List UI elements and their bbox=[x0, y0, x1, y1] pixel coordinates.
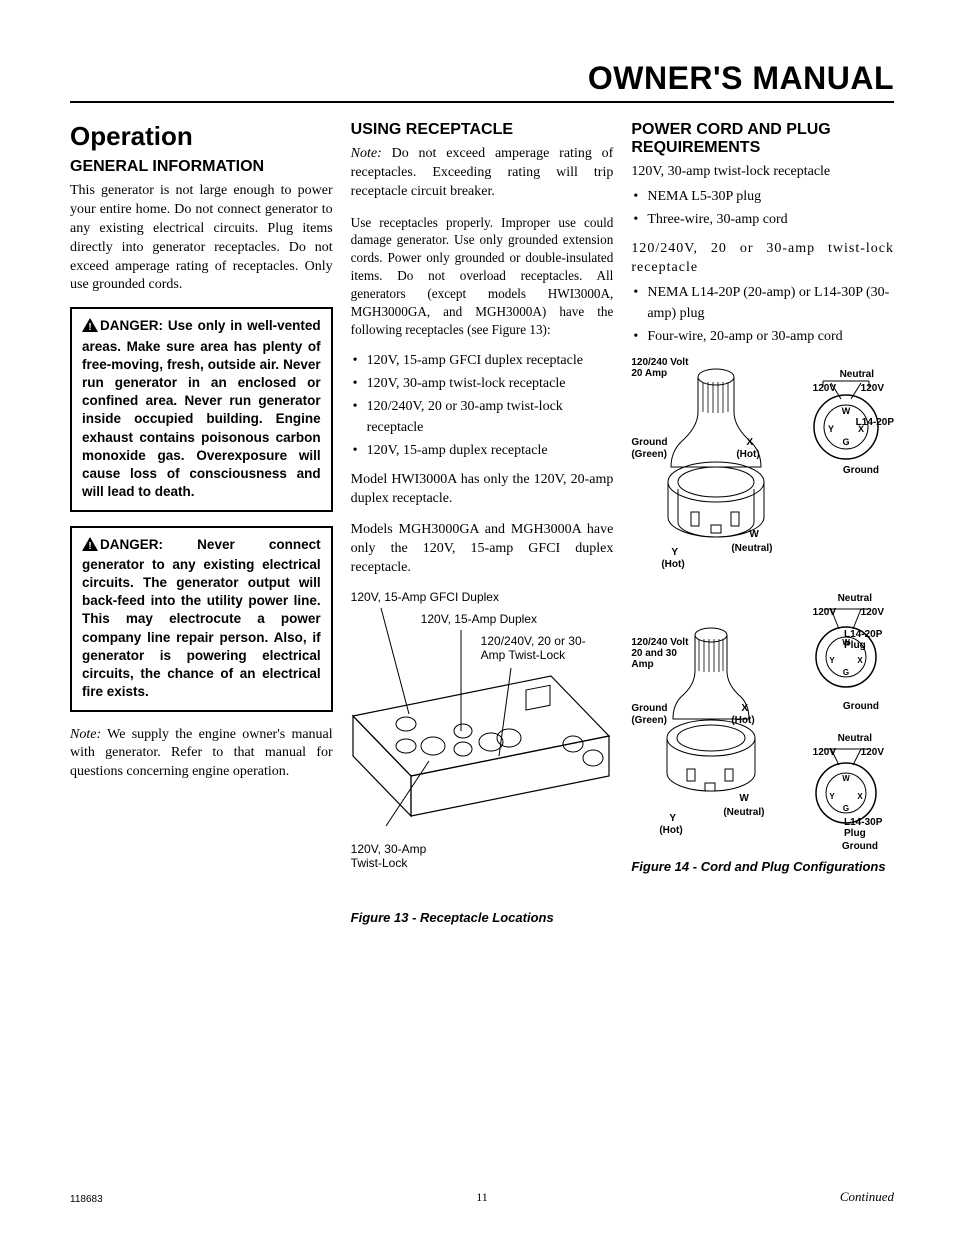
fig13-label-twist30: 120V, 30-Amp Twist-Lock bbox=[351, 842, 451, 870]
engine-manual-note: Note: We supply the engine owner's manua… bbox=[70, 726, 333, 783]
general-info-paragraph: This generator is not large enough to po… bbox=[70, 182, 333, 295]
section-title-operation: Operation bbox=[70, 121, 333, 152]
receptacle-note: Note: Do not exceed amperage rating of r… bbox=[351, 145, 614, 202]
receptacle-note-text: Do not exceed amperage rating of recepta… bbox=[351, 146, 614, 199]
subheading-general-info: GENERAL INFORMATION bbox=[70, 158, 333, 176]
cord-bullet: Four-wire, 20-amp or 30-amp cord bbox=[631, 326, 894, 347]
svg-text:G: G bbox=[843, 668, 849, 677]
cord-bullets-2: NEMA L14-20P (20-amp) or L14-30P (30-amp… bbox=[631, 282, 894, 347]
note-text: We supply the engine owner's manual with… bbox=[70, 727, 333, 780]
receptacle-bullets: 120V, 15-amp GFCI duplex receptacle 120V… bbox=[351, 350, 614, 461]
svg-text:!: ! bbox=[88, 322, 91, 332]
receptacle-bullet: 120/240V, 20 or 30-amp twist-lock recept… bbox=[351, 396, 614, 438]
column-2: USING RECEPTACLE Note: Do not exceed amp… bbox=[351, 121, 614, 935]
svg-text:W: W bbox=[842, 406, 851, 416]
figure-14-diagram-2: 120/240 Volt 20 and 30 Amp Neutral 120V … bbox=[631, 593, 894, 853]
footer-page-number: 11 bbox=[476, 1190, 488, 1205]
page-header: OWNER'S MANUAL bbox=[70, 60, 894, 103]
svg-text:X: X bbox=[858, 656, 864, 665]
receptacle-bullet: 120V, 15-amp GFCI duplex receptacle bbox=[351, 350, 614, 371]
subheading-power-cord: POWER CORD AND PLUG REQUIREMENTS bbox=[631, 121, 894, 157]
receptacle-p3: Models MGH3000GA and MGH3000A have only … bbox=[351, 521, 614, 578]
column-1: Operation GENERAL INFORMATION This gener… bbox=[70, 121, 333, 935]
fig14-d2-svg: W Y X G W Y X G bbox=[631, 593, 891, 853]
svg-text:X: X bbox=[858, 792, 864, 801]
danger-box-2: ! DANGER: Never connect generator to any… bbox=[70, 526, 333, 712]
figure-13-diagram: 120V, 15-Amp GFCI Duplex 120V, 15-Amp Du… bbox=[351, 590, 614, 910]
fig13-label-gfci: 120V, 15-Amp GFCI Duplex bbox=[351, 590, 499, 604]
page-footer: 118683 11 Continued bbox=[70, 1189, 894, 1205]
note-label: Note: bbox=[351, 146, 382, 161]
note-label: Note: bbox=[70, 727, 101, 742]
cord-bullets-1: NEMA L5-30P plug Three-wire, 30-amp cord bbox=[631, 186, 894, 230]
fig13-panel-svg bbox=[351, 606, 611, 836]
danger-2-text: DANGER: Never connect generator to any e… bbox=[82, 537, 321, 700]
footer-continued: Continued bbox=[840, 1189, 894, 1205]
receptacle-p1: Use receptacles properly. Improper use c… bbox=[351, 214, 614, 339]
fig14-d1-svg: W Y X G bbox=[631, 357, 891, 577]
receptacle-p2: Model HWI3000A has only the 120V, 20-amp… bbox=[351, 471, 614, 509]
svg-text:!: ! bbox=[88, 541, 91, 551]
danger-box-1: ! DANGER: Use only in well-vented areas.… bbox=[70, 307, 333, 511]
cord-bullet: NEMA L14-20P (20-amp) or L14-30P (30-amp… bbox=[631, 282, 894, 324]
svg-text:W: W bbox=[843, 638, 851, 647]
svg-text:X: X bbox=[858, 424, 864, 434]
danger-1-text: DANGER: Use only in well-vented areas. M… bbox=[82, 318, 321, 499]
figure-13-caption: Figure 13 - Receptacle Locations bbox=[351, 910, 614, 925]
cord-p1: 120V, 30-amp twist-lock receptacle bbox=[631, 163, 894, 182]
cord-bullet: Three-wire, 30-amp cord bbox=[631, 209, 894, 230]
svg-text:Y: Y bbox=[828, 424, 834, 434]
svg-text:G: G bbox=[843, 437, 850, 447]
svg-text:G: G bbox=[843, 804, 849, 813]
cord-p2: 120/240V, 20 or 30-amp twist-lock recept… bbox=[631, 240, 894, 278]
subheading-using-receptacle: USING RECEPTACLE bbox=[351, 121, 614, 139]
svg-text:Y: Y bbox=[830, 792, 836, 801]
receptacle-bullet: 120V, 30-amp twist-lock receptacle bbox=[351, 373, 614, 394]
svg-text:W: W bbox=[843, 774, 851, 783]
footer-doc-number: 118683 bbox=[70, 1194, 103, 1205]
warning-triangle-icon: ! bbox=[82, 318, 98, 337]
content-columns: Operation GENERAL INFORMATION This gener… bbox=[70, 121, 894, 935]
cord-bullet: NEMA L5-30P plug bbox=[631, 186, 894, 207]
receptacle-bullet: 120V, 15-amp duplex receptacle bbox=[351, 440, 614, 461]
column-3: POWER CORD AND PLUG REQUIREMENTS 120V, 3… bbox=[631, 121, 894, 935]
figure-14-diagram-1: 120/240 Volt 20 Amp Neutral 120V 120V L1… bbox=[631, 357, 894, 587]
figure-14-caption: Figure 14 - Cord and Plug Configurations bbox=[631, 859, 894, 874]
warning-triangle-icon: ! bbox=[82, 537, 98, 556]
header-title: OWNER'S MANUAL bbox=[70, 60, 894, 97]
svg-text:Y: Y bbox=[830, 656, 836, 665]
